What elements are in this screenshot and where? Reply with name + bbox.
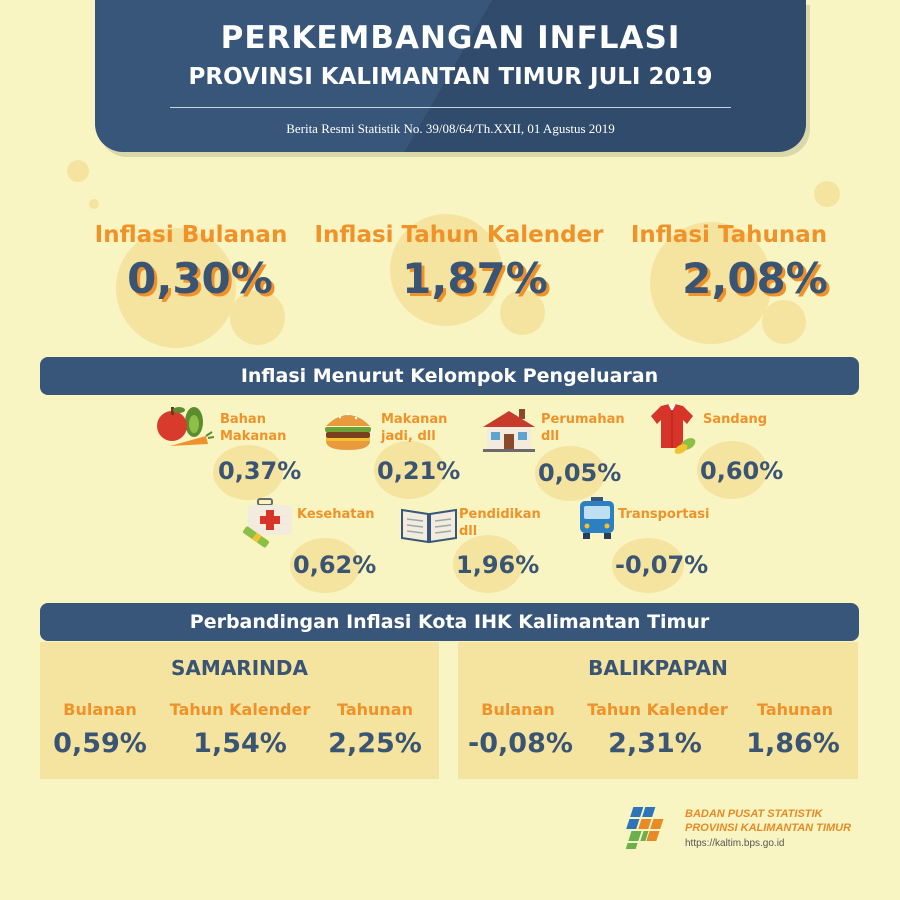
group-value-prepared-food: 0,21% <box>377 457 461 485</box>
groceries-icon <box>157 407 214 446</box>
city-name: BALIKPAPAN <box>588 656 728 680</box>
decor-circle <box>814 181 840 207</box>
metric-value-annual: 1,86% <box>746 728 840 759</box>
group-label-education: Pendidikan dll <box>459 507 541 539</box>
group-value-education: 1,96% <box>456 551 540 579</box>
metric-label-monthly: Bulanan <box>63 700 137 719</box>
summary-label-annual: Inflasi Tahunan <box>630 222 828 248</box>
org-website-link[interactable]: https://kaltim.bps.go.id <box>685 838 785 849</box>
decor-circle <box>453 535 523 593</box>
release-reference: Berita Resmi Statistik No. 39/08/64/Th.X… <box>286 121 615 136</box>
metric-label-annual: Tahunan <box>336 700 413 719</box>
group-label-housing: Perumahan dll <box>541 412 625 444</box>
open-book-icon <box>401 508 457 544</box>
metric-label-calendar: Tahun Kalender <box>587 700 728 719</box>
decor-circle <box>213 445 283 500</box>
bus-icon <box>580 497 614 539</box>
shirt-icon <box>651 403 696 454</box>
decor-circle <box>230 290 285 345</box>
metric-value-monthly: 0,59% <box>53 728 147 759</box>
group-label-prepared-food: Makanan jadi, dll <box>381 412 448 444</box>
decor-circle <box>535 446 605 501</box>
summary-value-annual: 2,08% <box>682 254 828 303</box>
metric-value-calendar: 2,31% <box>608 728 702 759</box>
summary-value-calendar: 1,87% <box>402 254 548 303</box>
page-title: PERKEMBANGAN INFLASI <box>220 20 681 56</box>
summary-label-calendar: Inflasi Tahun Kalender <box>314 222 604 248</box>
decor-circle <box>697 441 767 499</box>
group-label-health: Kesehatan <box>297 507 375 522</box>
metric-value-annual: 2,25% <box>328 728 422 759</box>
groups-section-title: Inflasi Menurut Kelompok Pengeluaran <box>40 357 859 395</box>
house-icon <box>483 409 535 452</box>
header-banner: PERKEMBANGAN INFLASI PROVINSI KALIMANTAN… <box>95 0 806 152</box>
group-value-food: 0,37% <box>218 457 302 485</box>
decor-circle <box>67 160 89 182</box>
group-label-food: Bahan Makanan <box>220 412 287 444</box>
decor-circle <box>116 228 236 348</box>
group-label-transport: Transportasi <box>618 507 710 522</box>
group-value-health: 0,62% <box>293 551 377 579</box>
page-subtitle: PROVINSI KALIMANTAN TIMUR JULI 2019 <box>188 64 713 90</box>
cities-section-title: Perbandingan Inflasi Kota IHK Kalimantan… <box>40 603 859 641</box>
group-label-clothing: Sandang <box>703 412 768 427</box>
metric-label-monthly: Bulanan <box>481 700 555 719</box>
decor-circle <box>290 538 360 593</box>
decor-circle <box>89 199 99 209</box>
decor-circle <box>500 290 545 335</box>
group-value-clothing: 0,60% <box>700 457 784 485</box>
group-value-transport: -0,07% <box>615 551 709 579</box>
decor-circle <box>762 300 806 344</box>
decor-circle <box>374 441 444 499</box>
org-name-line1: BADAN PUSAT STATISTIK <box>685 808 823 820</box>
bps-logo-icon <box>625 807 664 849</box>
org-name-line2: PROVINSI KALIMANTAN TIMUR <box>685 822 852 834</box>
city-name: SAMARINDA <box>171 656 308 680</box>
group-value-housing: 0,05% <box>538 459 622 487</box>
metric-label-annual: Tahunan <box>756 700 833 719</box>
metric-value-monthly: -0,08% <box>468 728 573 759</box>
metric-value-calendar: 1,54% <box>193 728 287 759</box>
medical-kit-icon <box>243 498 292 548</box>
metric-label-calendar: Tahun Kalender <box>169 700 311 719</box>
decor-circle <box>612 538 684 593</box>
decor-circle <box>390 214 502 326</box>
burger-icon <box>325 412 371 450</box>
header-divider <box>170 107 731 108</box>
decor-circle <box>650 222 772 344</box>
summary-label-monthly: Inflasi Bulanan <box>94 222 288 248</box>
city-panel-balikpapan: BALIKPAPAN Bulanan Tahun Kalender Tahuna… <box>458 642 858 779</box>
summary-value-monthly: 0,30% <box>127 254 273 303</box>
city-panel-samarinda: SAMARINDA Bulanan Tahun Kalender Tahunan… <box>40 642 439 779</box>
